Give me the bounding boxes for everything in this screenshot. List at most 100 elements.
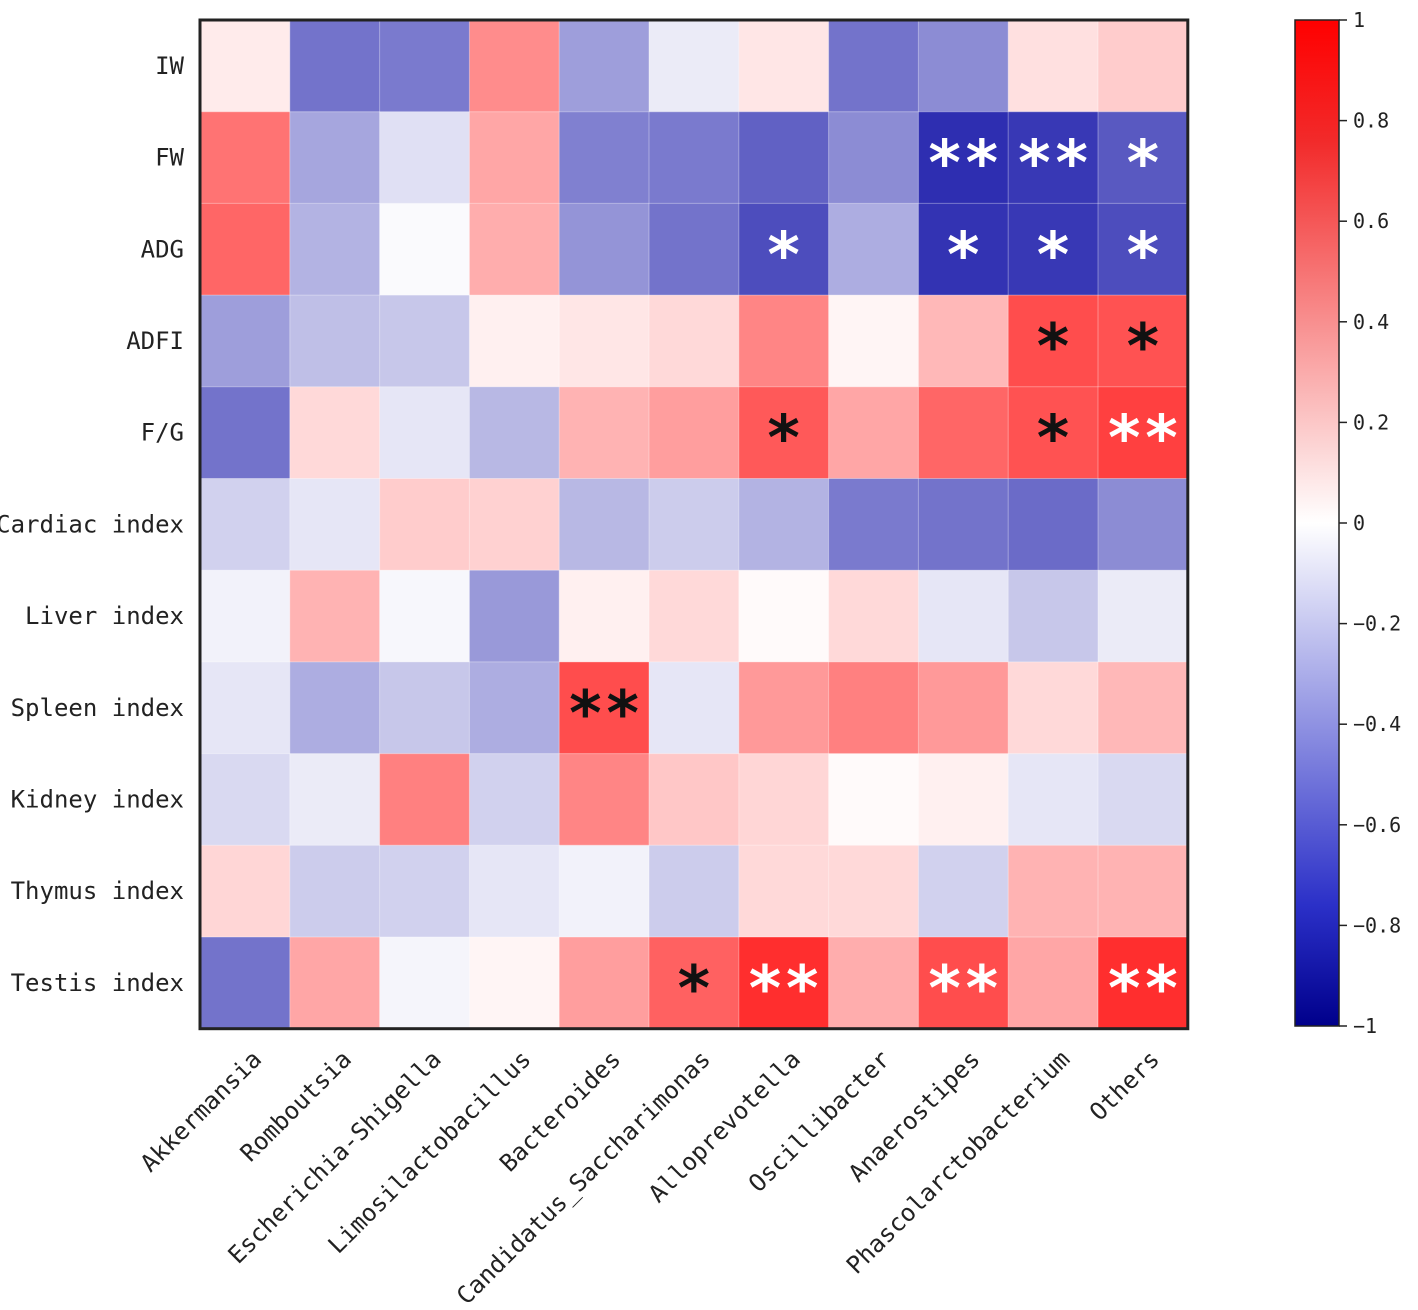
heatmap-cell bbox=[469, 570, 560, 663]
heatmap-cell bbox=[649, 20, 740, 113]
heatmap-cell bbox=[200, 661, 291, 755]
heatmap-cell bbox=[200, 295, 291, 388]
heatmap-cell bbox=[559, 570, 650, 663]
heatmap-cell bbox=[559, 20, 650, 113]
heatmap-cell bbox=[200, 753, 291, 846]
significance-marker: ** bbox=[926, 952, 1001, 1025]
significance-marker: ** bbox=[746, 952, 821, 1025]
row-label: Spleen index bbox=[11, 694, 184, 722]
heatmap-cell bbox=[918, 937, 1009, 1030]
column-label: Others bbox=[1084, 1045, 1165, 1126]
heatmap-cell bbox=[1098, 753, 1189, 846]
heatmap-cell bbox=[559, 845, 650, 938]
significance-marker: * bbox=[765, 218, 802, 291]
heatmap-cell bbox=[469, 111, 560, 204]
row-label: Kidney index bbox=[11, 785, 184, 813]
heatmap-cell bbox=[559, 937, 650, 1030]
column-label: Alloprevotella bbox=[643, 1045, 806, 1208]
row-label: FW bbox=[155, 144, 184, 172]
colorbar-tick-label: −0.2 bbox=[1353, 612, 1401, 636]
significance-marker: * bbox=[1124, 218, 1161, 291]
heatmap-cell bbox=[738, 845, 830, 938]
heatmap-cell bbox=[828, 111, 919, 204]
significance-marker: * bbox=[1034, 218, 1071, 291]
heatmap-cell bbox=[289, 661, 381, 755]
colorbar-tick-label: 0.8 bbox=[1353, 109, 1389, 133]
heatmap-cell bbox=[289, 845, 381, 938]
row-labels: IW FW ADG ADFI F/G Cardiac index Liver index Sp… bbox=[0, 52, 185, 997]
heatmap-cell bbox=[738, 386, 830, 479]
heatmap-cell bbox=[828, 661, 919, 755]
heatmap-cell bbox=[828, 845, 919, 938]
heatmap-cell bbox=[379, 478, 470, 571]
colorbar-tick-label: 0.6 bbox=[1353, 209, 1389, 233]
heatmap-cell bbox=[1008, 753, 1099, 846]
heatmap-cell bbox=[649, 478, 740, 571]
heatmap-cell bbox=[918, 845, 1009, 938]
heatmap-cell bbox=[1098, 845, 1189, 938]
heatmap-cell bbox=[649, 845, 740, 938]
heatmap-cell bbox=[738, 203, 830, 296]
heatmap-cell bbox=[1098, 295, 1189, 388]
colorbar-tick-label: 0.2 bbox=[1353, 410, 1389, 434]
heatmap-cell bbox=[828, 295, 919, 388]
heatmap-cell bbox=[469, 203, 560, 296]
heatmap-cell bbox=[379, 386, 470, 479]
heatmap-cell bbox=[918, 203, 1009, 296]
significance-marker: * bbox=[765, 402, 802, 475]
heatmap-cell bbox=[200, 570, 291, 663]
heatmap-cell bbox=[559, 295, 650, 388]
heatmap-cell bbox=[1008, 295, 1099, 388]
colorbar-ticks: 1 0.8 0.6 0.4 0.2 0 −0.2 −0.4 −0.6 −0.8 −1 bbox=[1339, 8, 1401, 1038]
heatmap-cell bbox=[469, 295, 560, 388]
heatmap-cell bbox=[379, 203, 470, 296]
heatmap-cell bbox=[289, 203, 381, 296]
heatmap-cell bbox=[559, 203, 650, 296]
heatmap-cells bbox=[200, 20, 1189, 1030]
row-label: Liver index bbox=[25, 602, 184, 630]
heatmap-cell bbox=[289, 937, 381, 1030]
heatmap-cell bbox=[1008, 111, 1099, 204]
heatmap-cell bbox=[1098, 111, 1189, 204]
significance-marker: ** bbox=[926, 127, 1001, 200]
heatmap-cell bbox=[379, 845, 470, 938]
heatmap-cell bbox=[289, 20, 381, 113]
heatmap-cell bbox=[649, 753, 740, 846]
heatmap-cell bbox=[1008, 937, 1099, 1030]
heatmap-cell bbox=[200, 20, 291, 113]
heatmap-cell bbox=[649, 937, 740, 1030]
heatmap-cell bbox=[918, 753, 1009, 846]
heatmap-cell bbox=[828, 20, 919, 113]
heatmap-cell bbox=[289, 295, 381, 388]
colorbar-tick-label: 1 bbox=[1353, 8, 1365, 32]
heatmap-cell bbox=[738, 295, 830, 388]
heatmap-cell bbox=[828, 478, 919, 571]
significance-marker: * bbox=[675, 952, 712, 1025]
row-label: Thymus index bbox=[11, 877, 184, 905]
heatmap-cell bbox=[1008, 661, 1099, 755]
significance-marker: * bbox=[1124, 127, 1161, 200]
heatmap-cell bbox=[1008, 570, 1099, 663]
heatmap-cell bbox=[918, 570, 1009, 663]
colorbar-tick-label: −0.8 bbox=[1353, 913, 1401, 937]
heatmap-cell bbox=[289, 570, 381, 663]
heatmap-cell bbox=[469, 845, 560, 938]
heatmap-cell bbox=[200, 386, 291, 479]
heatmap-cell bbox=[828, 386, 919, 479]
heatmap-cell bbox=[1008, 845, 1099, 938]
colorbar-tick-label: 0.4 bbox=[1353, 310, 1389, 334]
heatmap-cell bbox=[1008, 386, 1099, 479]
heatmap-cell bbox=[379, 661, 470, 755]
row-label: ADG bbox=[141, 235, 184, 263]
heatmap-cell bbox=[918, 20, 1009, 113]
heatmap-cell bbox=[1008, 203, 1099, 296]
heatmap-cell bbox=[1098, 661, 1189, 755]
heatmap-cell bbox=[469, 937, 560, 1030]
heatmap-cell bbox=[828, 937, 919, 1030]
heatmap-cell bbox=[738, 111, 830, 204]
row-label: ADFI bbox=[126, 327, 184, 355]
heatmap-cell bbox=[918, 295, 1009, 388]
heatmap-frame bbox=[198, 18, 1190, 1031]
colorbar-tick-label: −1 bbox=[1353, 1014, 1377, 1038]
heatmap-cell bbox=[200, 203, 291, 296]
